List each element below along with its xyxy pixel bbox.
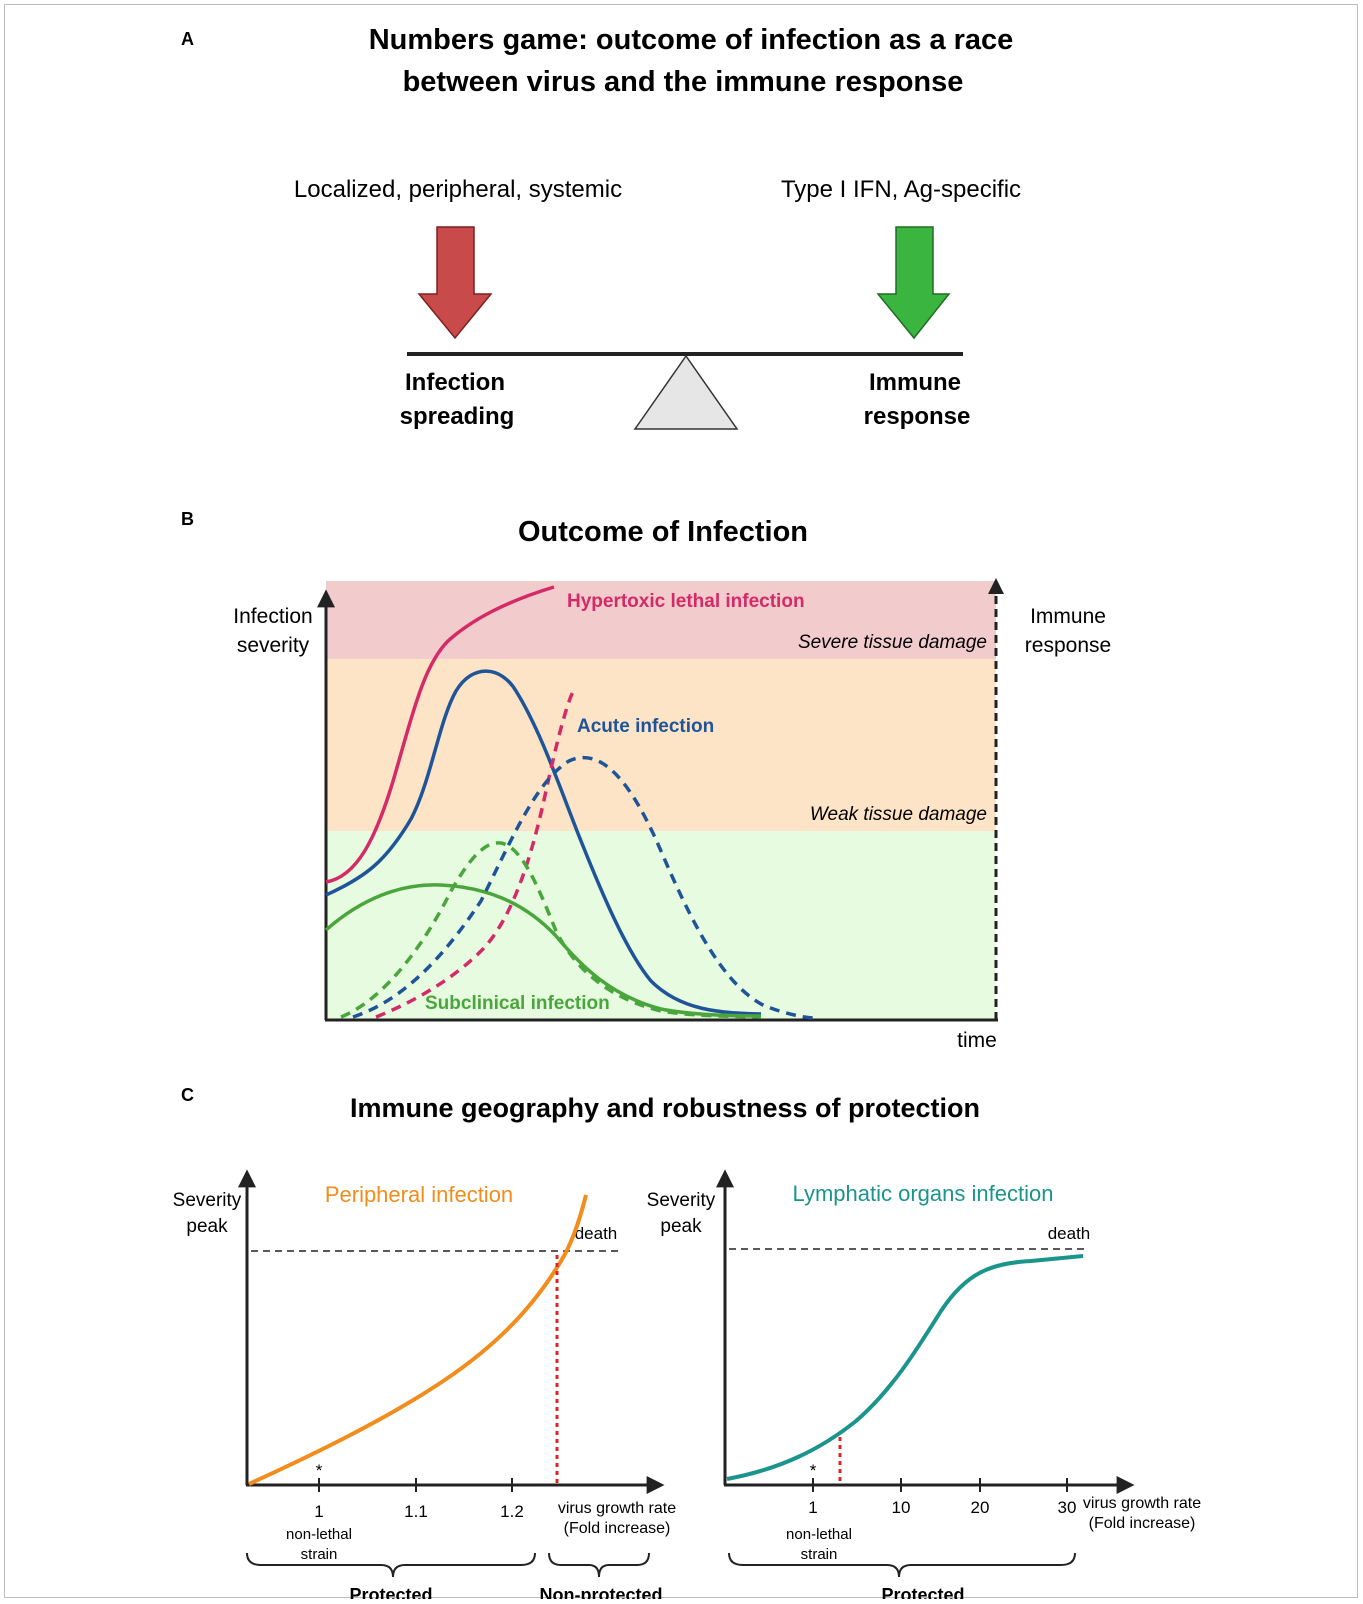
peripheral-strain-line2: strain [301, 1546, 338, 1563]
panel-b-title: Outcome of Infection [518, 516, 808, 548]
immune-arrow-icon [876, 226, 951, 340]
infection-spreading-label-line2: spreading [400, 403, 515, 430]
infection-caption: Localized, peripheral, systemic [294, 176, 622, 203]
y-axis-right-arrowhead [988, 578, 1004, 594]
peripheral-ylabel-line2: peak [186, 1216, 228, 1237]
peripheral-tick-label-1: 1 [314, 1502, 323, 1521]
subclinical-immune-curve [340, 841, 762, 1019]
panel-c-title: Immune geography and robustness of prote… [350, 1093, 980, 1123]
immune-response-label-line1: Immune [869, 369, 961, 396]
immune-caption: Type I IFN, Ag-specific [781, 176, 1021, 203]
lymphatic-xlabel-line2: (Fold increase) [1089, 1515, 1196, 1532]
acute-severity-curve [325, 669, 762, 1016]
immune-response-label-line2: response [864, 403, 971, 430]
lymphatic-death-label: death [1048, 1224, 1091, 1243]
weak-damage-label: Weak tissue damage [810, 804, 987, 825]
y-left-label-line1: Infection [233, 605, 312, 628]
panel-c: C Immune geography and robustness of pro… [173, 1085, 1202, 1604]
lymphatic-subtitle: Lymphatic organs infection [793, 1181, 1054, 1206]
y-right-label-line2: response [1025, 634, 1111, 657]
peripheral-strain-line1: non-lethal [286, 1526, 352, 1543]
protected-brace [246, 1552, 536, 1578]
lymphatic-ylabel-line2: peak [660, 1216, 702, 1237]
figure-frame: A Numbers game: outcome of infection as … [4, 4, 1358, 1604]
peripheral-nonprotected-label: Non-protected [540, 1585, 663, 1599]
panel-a-title-line1: Numbers game: outcome of infection as a … [369, 24, 1014, 56]
severe-damage-label: Severe tissue damage [798, 632, 987, 653]
peripheral-death-label: death [575, 1224, 618, 1243]
hypertoxic-severity-curve [325, 585, 555, 884]
lymphatic-protected-label: Protected [881, 1585, 964, 1599]
panel-b: B Outcome of Infection Severe tissue dam… [181, 509, 1111, 1052]
subclinical-label: Subclinical infection [425, 993, 610, 1014]
peripheral-tick-label-2: 1.1 [404, 1502, 428, 1521]
acute-label: Acute infection [577, 716, 714, 737]
panel-b-letter: B [181, 509, 194, 529]
lymphatic-xlabel-line1: virus growth rate [1083, 1495, 1201, 1512]
infection-spreading-label-line1: Infection [405, 369, 505, 396]
peripheral-xlabel-line1: virus growth rate [558, 1500, 676, 1517]
peripheral-subtitle: Peripheral infection [325, 1182, 513, 1207]
infection-arrow-icon [417, 226, 493, 340]
panel-a-title-line2: between virus and the immune response [403, 66, 964, 98]
figure: A Numbers game: outcome of infection as … [173, 24, 1202, 1604]
lymphatic-severity-curve [726, 1254, 1084, 1481]
y-right-label-line1: Immune [1030, 605, 1106, 628]
hypertoxic-label: Hypertoxic lethal infection [567, 591, 805, 612]
peripheral-xlabel-line2: (Fold increase) [564, 1520, 671, 1537]
panel-c-letter: C [181, 1085, 194, 1105]
peripheral-star: * [316, 1461, 323, 1480]
lymphatic-tick-label-4: 30 [1058, 1498, 1077, 1517]
lymphatic-strain-line2: strain [801, 1546, 838, 1563]
lymphatic-tick-label-1: 1 [808, 1498, 817, 1517]
lymphatic-star: * [810, 1461, 817, 1480]
peripheral-tick-label-3: 1.2 [500, 1502, 524, 1521]
panel-a: A Numbers game: outcome of infection as … [181, 24, 1021, 430]
lymphatic-ylabel-line1: Severity [647, 1190, 716, 1211]
peripheral-severity-curve [248, 1194, 588, 1486]
x-axis-label: time [957, 1029, 997, 1052]
nonprotected-brace [548, 1552, 650, 1578]
lymphatic-tick-label-2: 10 [892, 1498, 911, 1517]
peripheral-ylabel-line1: Severity [173, 1190, 242, 1211]
lymphatic-protected-brace [728, 1552, 1076, 1578]
hypertoxic-immune-curve [375, 688, 576, 1019]
lymphatic-strain-line1: non-lethal [786, 1526, 852, 1543]
y-left-label-line2: severity [237, 634, 310, 657]
zone-severe [326, 581, 996, 659]
panel-a-letter: A [181, 29, 194, 49]
lymphatic-tick-label-3: 20 [971, 1498, 990, 1517]
fulcrum-icon [633, 354, 739, 430]
peripheral-protected-label: Protected [349, 1585, 432, 1599]
lymphatic-chart: Severity peak Lymphatic organs infection… [647, 1169, 1201, 1604]
peripheral-chart: Severity peak Peripheral infection death… [173, 1169, 676, 1604]
